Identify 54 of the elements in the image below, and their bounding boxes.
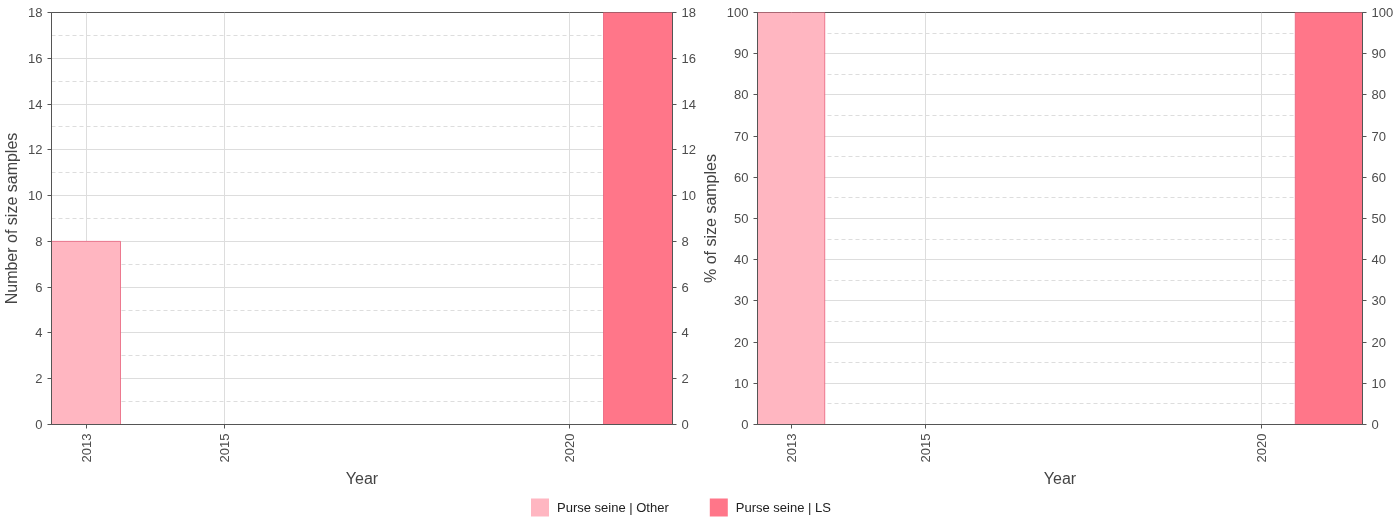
- y2-tick-label: 16: [681, 50, 696, 66]
- y-tick-label: 60: [734, 169, 749, 185]
- y-tick-label: 90: [734, 46, 749, 62]
- y2-tick-label: 12: [681, 142, 696, 158]
- y2-tick-label: 100: [1371, 5, 1394, 20]
- y-tick-label: 50: [734, 211, 749, 226]
- y2-tick-label: 2: [681, 371, 689, 387]
- y-tick-label: 16: [28, 50, 43, 66]
- y2-tick-label: 8: [681, 233, 689, 249]
- y2-tick-label: 30: [1371, 293, 1386, 309]
- y-tick-label: 2: [35, 371, 43, 387]
- y-axis-title: Number of size samples: [3, 132, 21, 305]
- y-tick-label: 12: [28, 142, 43, 158]
- y-tick-label: 18: [28, 5, 43, 20]
- y2-tick-label: 70: [1371, 128, 1386, 144]
- y-tick-label: 80: [734, 87, 749, 103]
- y-tick-label: 30: [734, 293, 749, 309]
- y2-tick-label: 6: [681, 279, 689, 295]
- x-tick-label: 2013: [78, 433, 94, 463]
- y-tick-label: 20: [734, 334, 749, 350]
- y-tick-label: 4: [35, 325, 43, 341]
- y2-tick-label: 14: [681, 96, 696, 112]
- legend-label: Purse seine | LS: [735, 500, 832, 515]
- y2-tick-label: 20: [1371, 334, 1386, 350]
- y-tick-label: 10: [734, 375, 749, 391]
- y2-tick-label: 10: [1371, 375, 1386, 391]
- x-tick-label: 2015: [918, 433, 934, 463]
- x-tick-label: 2020: [1254, 433, 1270, 463]
- y2-tick-label: 0: [1371, 417, 1379, 432]
- y2-tick-label: 4: [681, 325, 689, 341]
- y2-tick-label: 40: [1371, 252, 1386, 268]
- y2-tick-label: 60: [1371, 169, 1386, 185]
- x-tick-label: 2015: [216, 433, 232, 463]
- y2-tick-label: 80: [1371, 87, 1386, 103]
- y2-tick-label: 18: [681, 5, 696, 20]
- y-tick-label: 14: [28, 96, 43, 112]
- legend-label: Purse seine | Other: [557, 500, 670, 515]
- y2-tick-label: 90: [1371, 46, 1386, 62]
- y-tick-label: 100: [726, 5, 749, 20]
- y-tick-label: 40: [734, 252, 749, 268]
- y-tick-label: 70: [734, 128, 749, 144]
- y-tick-label: 0: [741, 417, 749, 432]
- y2-tick-label: 10: [681, 188, 696, 204]
- y2-tick-label: 0: [681, 417, 689, 432]
- y-tick-label: 8: [35, 233, 43, 249]
- x-axis-title: Year: [1043, 470, 1077, 488]
- y-tick-label: 0: [35, 417, 43, 432]
- y-tick-label: 10: [28, 188, 43, 204]
- x-tick-label: 2020: [561, 433, 577, 463]
- x-axis-title: Year: [345, 470, 379, 488]
- x-tick-label: 2013: [783, 433, 799, 463]
- y-tick-label: 6: [35, 279, 43, 295]
- y2-tick-label: 50: [1371, 211, 1386, 226]
- y-axis-title: % of size samples: [701, 154, 719, 283]
